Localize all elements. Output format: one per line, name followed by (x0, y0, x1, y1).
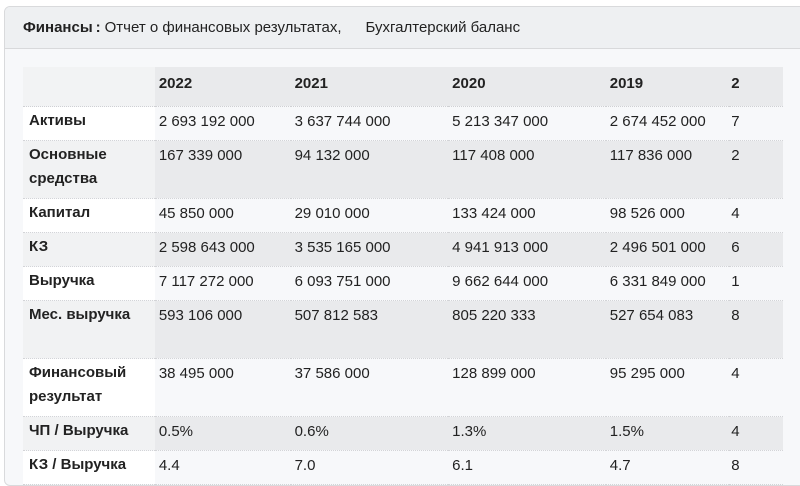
table-row: Капитал 45 850 000 29 010 000 133 424 00… (23, 198, 783, 233)
row-label-payables: КЗ (23, 232, 155, 267)
cell: 507 812 583 (290, 300, 449, 359)
cell: 5 213 347 000 (448, 106, 606, 141)
cell: 8 (729, 300, 783, 359)
cell: 4 941 913 000 (448, 232, 606, 267)
cell: 94 132 000 (290, 140, 449, 199)
cell: 1 (729, 266, 783, 301)
header-label-cell (23, 67, 155, 107)
table-row: Финансовый результат 38 495 000 37 586 0… (23, 358, 783, 417)
table-row: КЗ 2 598 643 000 3 535 165 000 4 941 913… (23, 232, 783, 267)
cell: 4 (729, 198, 783, 233)
header-year-2021: 2021 (290, 67, 449, 107)
cell: 4.7 (605, 450, 730, 485)
cell: 167 339 000 (154, 140, 291, 199)
row-label-revenue: Выручка (23, 266, 155, 301)
cell: 0.5% (154, 416, 291, 451)
tab-balance-sheet[interactable]: Бухгалтерский баланс (365, 19, 521, 36)
table-row: Мес. выручка 593 106 000 507 812 583 805… (23, 300, 783, 359)
row-label-financial-result: Финансовый результат (23, 358, 155, 417)
cell: 4 (729, 358, 783, 417)
row-label-fixed-assets: Основные средства (23, 140, 155, 199)
table-row: КЗ / Выручка 4.4 7.0 6.1 4.7 8 (23, 450, 783, 485)
cell: 6.1 (448, 450, 606, 485)
cell: 29 010 000 (290, 198, 449, 233)
table-row: ЧП / Выручка 0.5% 0.6% 1.3% 1.5% 4 (23, 416, 783, 451)
cell: 3 535 165 000 (290, 232, 449, 267)
cell: 6 093 751 000 (290, 266, 449, 301)
cell: 98 526 000 (605, 198, 730, 233)
cell: 2 674 452 000 (605, 106, 730, 141)
cell: 805 220 333 (448, 300, 606, 359)
header-year-clipped: 2 (729, 67, 783, 107)
cell: 1.3% (448, 416, 606, 451)
cell: 2 598 643 000 (154, 232, 291, 267)
tab-income-statement[interactable]: Отчет о финансовых результатах, (104, 19, 342, 36)
cell: 1.5% (605, 416, 730, 451)
title-separator: : (95, 19, 101, 36)
table-header-row: 2022 2021 2020 2019 2 (23, 67, 783, 107)
row-label-payables-ratio: КЗ / Выручка (23, 450, 155, 485)
row-label-net-profit-ratio: ЧП / Выручка (23, 416, 155, 451)
cell: 128 899 000 (448, 358, 606, 417)
header-year-2022: 2022 (154, 67, 291, 107)
cell: 593 106 000 (154, 300, 291, 359)
row-label-capital: Капитал (23, 198, 155, 233)
cell: 8 (729, 450, 783, 485)
cell: 2 693 192 000 (154, 106, 291, 141)
table-row: Основные средства 167 339 000 94 132 000… (23, 140, 783, 199)
cell: 527 654 083 (605, 300, 730, 359)
finance-card: Финансы : Отчет о финансовых результатах… (4, 6, 800, 486)
cell: 7 117 272 000 (154, 266, 291, 301)
cell: 9 662 644 000 (448, 266, 606, 301)
row-label-assets: Активы (23, 106, 155, 141)
finance-table-scroll[interactable]: 2022 2021 2020 2019 2 Активы 2 693 192 0… (23, 67, 783, 485)
table-row: Активы 2 693 192 000 3 637 744 000 5 213… (23, 106, 783, 141)
table-row: Выручка 7 117 272 000 6 093 751 000 9 66… (23, 266, 783, 301)
cell: 4.4 (154, 450, 291, 485)
cell: 117 836 000 (605, 140, 730, 199)
cell: 37 586 000 (290, 358, 449, 417)
cell: 4 (729, 416, 783, 451)
cell: 7.0 (290, 450, 449, 485)
card-header: Финансы : Отчет о финансовых результатах… (5, 7, 800, 49)
cell: 6 (729, 232, 783, 267)
cell: 6 331 849 000 (605, 266, 730, 301)
cell: 7 (729, 106, 783, 141)
section-title: Финансы (23, 19, 93, 36)
finance-table: 2022 2021 2020 2019 2 Активы 2 693 192 0… (23, 67, 783, 485)
header-year-2020: 2020 (448, 67, 606, 107)
cell: 133 424 000 (448, 198, 606, 233)
cell: 38 495 000 (154, 358, 291, 417)
cell: 0.6% (290, 416, 449, 451)
cell: 117 408 000 (448, 140, 606, 199)
cell: 2 (729, 140, 783, 199)
row-label-monthly-revenue: Мес. выручка (23, 300, 155, 359)
cell: 95 295 000 (605, 358, 730, 417)
cell: 2 496 501 000 (605, 232, 730, 267)
cell: 3 637 744 000 (290, 106, 449, 141)
cell: 45 850 000 (154, 198, 291, 233)
header-year-2019: 2019 (605, 67, 730, 107)
